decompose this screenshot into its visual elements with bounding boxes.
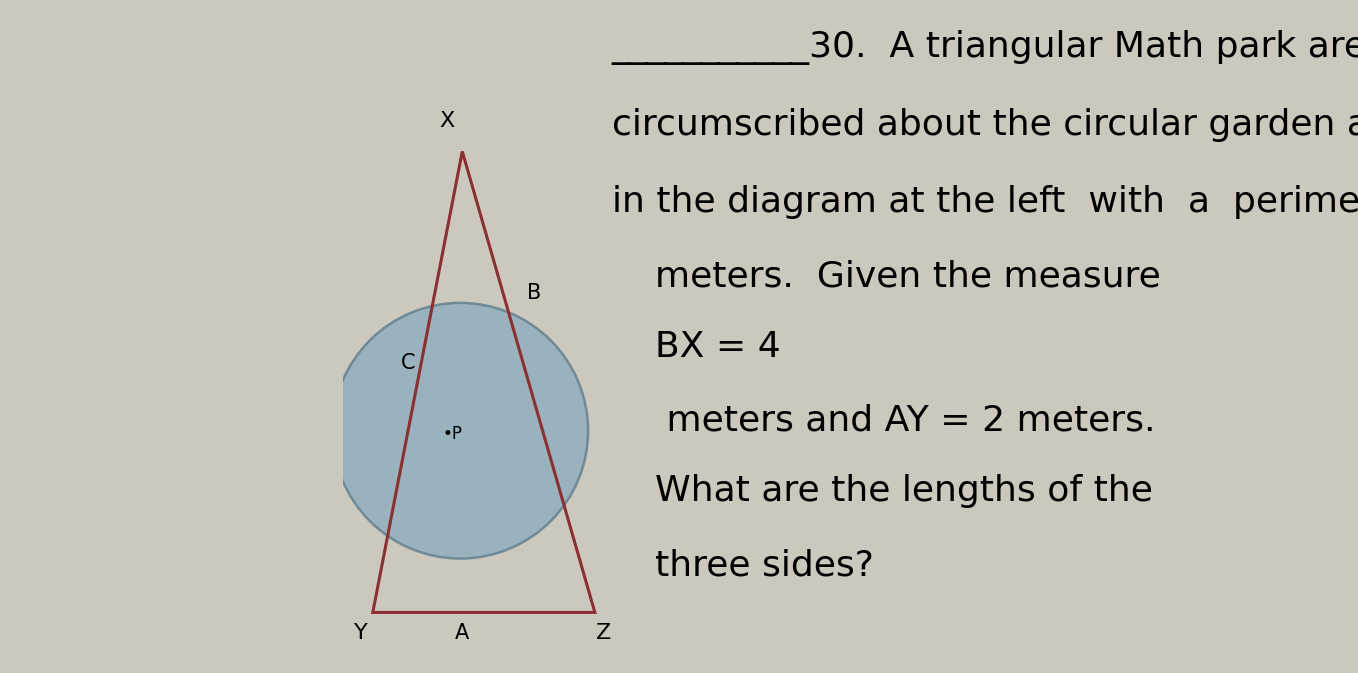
Text: meters.  Given the measure: meters. Given the measure [656,259,1161,293]
Text: ___________30.  A triangular Math park area is: ___________30. A triangular Math park ar… [611,30,1358,65]
Text: B: B [527,283,542,303]
Text: in the diagram at the left  with  a  perimeter of 48: in the diagram at the left with a perime… [611,185,1358,219]
Text: What are the lengths of the: What are the lengths of the [656,474,1153,509]
Text: •P: •P [443,425,462,443]
Text: meters and AY = 2 meters.: meters and AY = 2 meters. [656,404,1156,438]
Text: three sides?: three sides? [656,548,875,583]
Text: Z: Z [596,623,611,643]
Text: C: C [401,353,416,374]
Text: circumscribed about the circular garden as shown: circumscribed about the circular garden … [611,108,1358,142]
Text: A: A [455,623,470,643]
Text: Y: Y [354,623,368,643]
Text: BX = 4: BX = 4 [656,330,781,364]
Circle shape [333,303,588,559]
Text: X: X [439,111,455,131]
